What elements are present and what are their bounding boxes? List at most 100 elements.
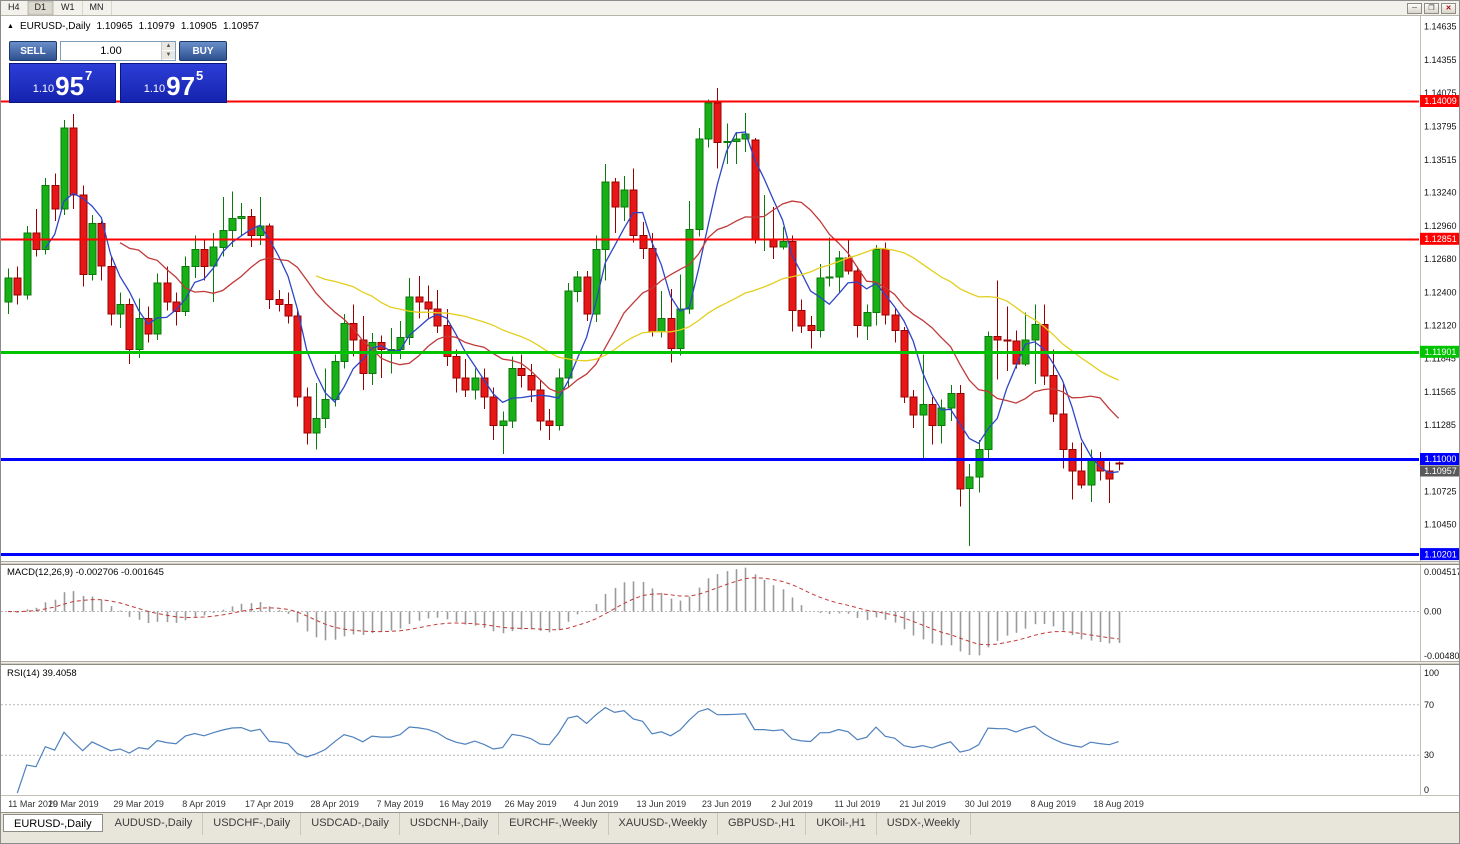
svg-text:1.12400: 1.12400: [1424, 287, 1457, 297]
svg-text:11 Mar 2019: 11 Mar 2019: [8, 799, 58, 809]
window-controls: ─ ❐ ✕: [1407, 2, 1459, 14]
svg-text:26 May 2019: 26 May 2019: [505, 799, 557, 809]
ma-fast-line: [44, 131, 1119, 474]
volume-field[interactable]: 1.00 ▲ ▼: [60, 41, 176, 61]
low-value: 1.10905: [180, 21, 217, 32]
current-price-label: [1420, 465, 1459, 477]
svg-text:1.13515: 1.13515: [1424, 155, 1457, 165]
svg-text:1.12851: 1.12851: [1424, 234, 1457, 244]
rsi-panel-splitter[interactable]: [1, 661, 1459, 665]
svg-text:1.11565: 1.11565: [1424, 387, 1456, 397]
sell-price-prefix: 1.10: [32, 83, 55, 95]
timeframe-buttons: H4 D1 W1 MN: [1, 1, 112, 15]
candles-layer: [4, 87, 1124, 546]
svg-text:30 Jul 2019: 30 Jul 2019: [965, 799, 1012, 809]
main-price-pane[interactable]: [1, 87, 1419, 556]
timeframe-d1-button[interactable]: D1: [27, 1, 55, 15]
close-icon[interactable]: ✕: [1441, 2, 1456, 14]
svg-text:8 Apr 2019: 8 Apr 2019: [182, 799, 226, 809]
chart-ohlc-header: ▲ EURUSD-,Daily 1.10965 1.10979 1.10905 …: [7, 21, 259, 32]
price-level-label: [1420, 453, 1459, 465]
sell-price-display[interactable]: 1.10 95 7: [9, 63, 116, 103]
price-level-label: [1420, 232, 1459, 245]
spinner-up-icon[interactable]: ▲: [162, 42, 175, 51]
svg-text:1.10450: 1.10450: [1424, 519, 1457, 529]
svg-text:23 Jun 2019: 23 Jun 2019: [702, 799, 752, 809]
svg-text:1.13795: 1.13795: [1424, 121, 1457, 131]
rsi-pane[interactable]: [1, 704, 1419, 794]
svg-text:1.11000: 1.11000: [1425, 454, 1457, 464]
svg-text:21 Jul 2019: 21 Jul 2019: [899, 799, 946, 809]
volume-value[interactable]: 1.00: [100, 45, 122, 57]
chart-tab[interactable]: USDCAD-,Daily: [301, 813, 400, 835]
chart-tab[interactable]: USDCHF-,Daily: [203, 813, 302, 835]
svg-text:16 May 2019: 16 May 2019: [439, 799, 491, 809]
svg-text:1.10957: 1.10957: [1424, 466, 1457, 476]
chart-tab[interactable]: USDCNH-,Daily: [400, 813, 500, 835]
price-level-label: [1420, 548, 1459, 561]
svg-text:1.14635: 1.14635: [1424, 22, 1457, 32]
timeframe-w1-button[interactable]: W1: [54, 1, 83, 15]
chart-tab[interactable]: UKOil-,H1: [806, 813, 877, 835]
svg-text:1.14355: 1.14355: [1424, 55, 1457, 65]
sell-button[interactable]: SELL: [9, 41, 57, 61]
svg-text:1.13240: 1.13240: [1424, 187, 1457, 197]
ma-mid-line: [119, 200, 1120, 419]
chart-tab[interactable]: EURCHF-,Weekly: [499, 813, 609, 835]
price-scale[interactable]: 1.14635 1.14355 1.14075 1.13795 1.13515 1.132…: [1420, 22, 1460, 795]
svg-text:1.10725: 1.10725: [1424, 487, 1457, 497]
svg-text:17 Apr 2019: 17 Apr 2019: [245, 799, 294, 809]
minimize-icon[interactable]: ─: [1407, 2, 1422, 14]
buy-price-display[interactable]: 1.10 97 5: [120, 63, 227, 103]
svg-text:1.14009: 1.14009: [1424, 96, 1457, 106]
macd-pane[interactable]: [1, 567, 1419, 656]
svg-text:0: 0: [1424, 785, 1429, 795]
rsi-line: [16, 706, 1119, 794]
ma-slow-line: [315, 247, 1119, 381]
svg-text:1.14075: 1.14075: [1424, 88, 1457, 98]
restore-icon[interactable]: ❐: [1424, 2, 1439, 14]
macd-signal-line: [7, 577, 1119, 646]
chart-tab[interactable]: XAUUSD-,Weekly: [609, 813, 718, 835]
chart-tab[interactable]: GBPUSD-,H1: [718, 813, 807, 835]
svg-text:1.12960: 1.12960: [1424, 221, 1457, 231]
svg-text:11 Jul 2019: 11 Jul 2019: [834, 799, 880, 809]
timeframe-h4-button[interactable]: H4: [1, 1, 28, 15]
svg-text:8 Aug 2019: 8 Aug 2019: [1031, 799, 1077, 809]
chart-tab[interactable]: EURUSD-,Daily: [3, 814, 103, 832]
open-value: 1.10965: [96, 21, 133, 32]
sell-price-main: 95: [55, 71, 85, 101]
svg-text:1.11845: 1.11845: [1424, 353, 1456, 363]
svg-text:0.004517: 0.004517: [1424, 567, 1460, 577]
chart-tabs: EURUSD-,Daily AUDUSD-,Daily USDCHF-,Daily U…: [1, 813, 1459, 835]
chart-tabbar: EURUSD-,Daily AUDUSD-,Daily USDCHF-,Daily U…: [1, 812, 1459, 843]
svg-text:2 Jul 2019: 2 Jul 2019: [771, 799, 813, 809]
macd-panel-splitter[interactable]: [1, 561, 1459, 565]
chart-canvas[interactable]: 1.14635 1.14355 1.14075 1.13795 1.13515 1.132…: [1, 15, 1460, 813]
svg-text:18 Aug 2019: 18 Aug 2019: [1093, 799, 1144, 809]
buy-price-pipette: 5: [196, 68, 204, 83]
chart-tab[interactable]: AUDUSD-,Daily: [105, 813, 204, 835]
price-level-label: [1420, 345, 1459, 358]
svg-text:7 May 2019: 7 May 2019: [376, 799, 423, 809]
spinner-down-icon[interactable]: ▼: [162, 51, 175, 60]
volume-spinner: ▲ ▼: [161, 42, 175, 60]
svg-text:1.12120: 1.12120: [1424, 321, 1457, 331]
high-value: 1.10979: [138, 21, 175, 32]
timeframe-mn-button[interactable]: MN: [83, 1, 112, 15]
svg-text:30: 30: [1424, 750, 1434, 760]
macd-indicator-label: MACD(12,26,9) -0.002706 -0.001645: [7, 567, 164, 578]
sell-price-pipette: 7: [85, 68, 93, 83]
buy-button[interactable]: BUY: [179, 41, 227, 61]
svg-text:-0.004806: -0.004806: [1424, 651, 1460, 661]
buy-price-prefix: 1.10: [143, 83, 166, 95]
svg-text:1.11901: 1.11901: [1425, 347, 1457, 357]
svg-text:28 Apr 2019: 28 Apr 2019: [310, 799, 359, 809]
rsi-indicator-label: RSI(14) 39.4058: [7, 668, 77, 679]
chart-symbol-label: EURUSD-,Daily: [19, 21, 91, 32]
chart-tab[interactable]: USDX-,Weekly: [877, 813, 971, 835]
svg-text:100: 100: [1424, 668, 1439, 678]
period-toolbar: H4 D1 W1 MN ─ ❐ ✕: [1, 1, 1459, 16]
